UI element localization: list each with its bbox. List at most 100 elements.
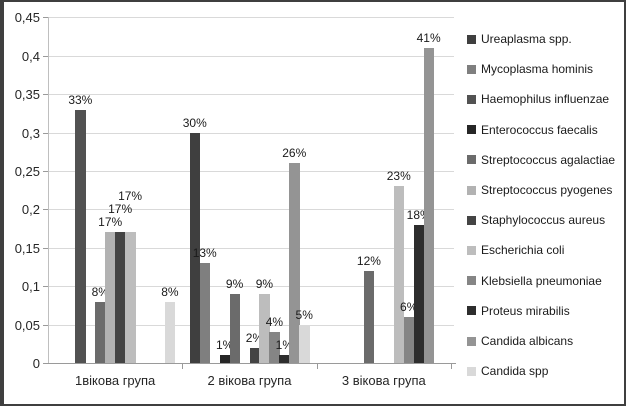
legend-label: Streptococcus agalactiae: [481, 152, 616, 167]
legend-label: Staphylococcus aureus: [481, 213, 606, 228]
legend-swatch: [467, 94, 476, 104]
y-tick-label: 0,25: [14, 164, 40, 179]
bar-label: 26%: [282, 146, 307, 161]
y-tick-label: 0: [32, 356, 40, 371]
legend-label: Mycoplasma hominis: [481, 62, 594, 77]
y-tick-mark: [43, 55, 48, 57]
bar: [393, 186, 405, 363]
x-tick-mark: [451, 364, 452, 369]
legend-label: Candida albicans: [481, 334, 574, 348]
x-category-label: 3 вікова група: [341, 373, 426, 388]
legend-swatch: [467, 125, 476, 135]
y-tick-label: 0,4: [21, 48, 40, 64]
y-tick-label: 0,05: [14, 317, 40, 333]
x-axis-line: [43, 363, 456, 364]
bar-label: 23%: [386, 169, 411, 184]
plot-area: 0 0,05 0,1 0,15 0,2 0,25 0,3 0,35 0,4 0,45 1вікова…: [4, 2, 626, 406]
y-tick-mark: [43, 209, 48, 211]
legend-label: Escherichia coli: [481, 243, 565, 258]
x-category-label: 1вікова група: [75, 373, 156, 388]
y-tick-mark: [43, 17, 48, 19]
y-tick-mark: [43, 324, 48, 326]
bar: [115, 232, 126, 363]
gridline: [48, 94, 454, 96]
bar: [249, 347, 260, 363]
bar-label: 17%: [98, 215, 123, 230]
legend-swatch: [467, 336, 476, 346]
legend-item: Haemophilus influenzae: [467, 92, 609, 106]
legend-item: Ureaplasma spp.: [467, 32, 572, 46]
bar-label: 9%: [255, 276, 274, 291]
bar: [199, 263, 211, 363]
bar-label: 9%: [225, 276, 244, 291]
legend-item: Staphylococcus aureus: [467, 213, 605, 227]
y-tick-label: 0,2: [21, 202, 40, 218]
bar-label: 4%: [265, 315, 284, 330]
legend-item: Escherichia coli: [467, 243, 564, 257]
y-tick-label: 0,1: [21, 279, 40, 295]
y-tick-mark: [43, 94, 48, 96]
legend-item: Streptococcus pyogenes: [467, 183, 612, 197]
legend-item: Streptococcus agalactiae: [467, 153, 615, 167]
legend-item: Enterococcus faecalis: [467, 123, 598, 137]
legend-swatch: [467, 306, 476, 316]
bar: [279, 355, 290, 363]
bar-label: 17%: [118, 189, 143, 204]
y-tick-label: 0,15: [14, 240, 40, 256]
y-tick-label: 0,45: [14, 10, 40, 26]
legend-swatch: [467, 64, 476, 74]
bar: [423, 48, 435, 363]
x-category-label: 2 вікова група: [207, 373, 292, 388]
legend-item: Klebsiella pneumoniae: [467, 274, 602, 288]
bar: [269, 332, 280, 363]
legend-swatch: [467, 245, 476, 255]
legend-label: Haemophilus influenzae: [481, 92, 610, 107]
gridline: [48, 324, 454, 326]
gridline: [48, 171, 454, 172]
y-tick-mark: [43, 247, 48, 249]
bar-label: 13%: [192, 246, 217, 261]
gridline: [48, 247, 454, 249]
bar-label: 5%: [295, 307, 313, 322]
legend-swatch: [467, 276, 476, 286]
x-tick-mark: [182, 364, 184, 369]
bar: [413, 224, 425, 363]
gridline: [48, 17, 454, 19]
y-tick-mark: [43, 171, 48, 172]
bar: [95, 301, 106, 363]
bar: [125, 232, 136, 363]
legend-label: Klebsiella pneumoniae: [481, 273, 602, 288]
bar-label: 1%: [215, 338, 234, 353]
y-tick-label: 0,35: [14, 87, 40, 103]
legend-swatch: [467, 185, 476, 195]
gridline: [48, 132, 454, 134]
legend-swatch: [467, 215, 476, 225]
bar-label: 30%: [182, 115, 207, 130]
legend-label: Streptococcus pyogenes: [481, 183, 613, 197]
bar-label: 2%: [245, 330, 264, 345]
legend-item: Mycoplasma hominis: [467, 62, 593, 76]
legend-label: Candida spp: [481, 364, 549, 379]
bar-label: 1%: [275, 338, 293, 353]
x-tick-mark: [316, 364, 318, 369]
bar-label: 8%: [91, 284, 109, 299]
bar: [189, 132, 201, 363]
bar: [105, 232, 116, 363]
bar: [75, 109, 86, 363]
bar: [229, 293, 241, 363]
y-tick-mark: [43, 286, 48, 288]
bar: [164, 301, 176, 363]
bar-label: 6%: [400, 299, 418, 314]
gridline: [48, 286, 454, 288]
gridline: [48, 55, 454, 57]
bar-label: 33%: [68, 92, 93, 107]
bar: [259, 293, 270, 363]
legend-swatch: [467, 155, 476, 165]
gridline: [48, 209, 454, 211]
legend-swatch: [467, 366, 476, 376]
bar-label: 17%: [108, 202, 133, 217]
legend-item: Candida albicans: [467, 334, 573, 348]
legend-item: Proteus mirabilis: [467, 304, 570, 318]
bar: [403, 316, 415, 363]
